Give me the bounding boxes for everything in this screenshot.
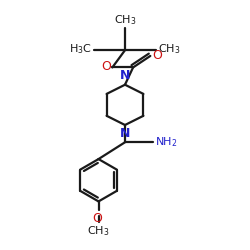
Text: N: N (120, 70, 130, 82)
Text: O: O (101, 60, 111, 74)
Text: H$_3$C: H$_3$C (69, 42, 92, 56)
Text: NH$_2$: NH$_2$ (156, 135, 178, 149)
Text: CH$_3$: CH$_3$ (158, 42, 180, 56)
Text: N: N (120, 127, 130, 140)
Text: CH$_3$: CH$_3$ (114, 13, 136, 27)
Text: O: O (92, 212, 102, 224)
Text: O: O (152, 49, 162, 62)
Text: CH$_3$: CH$_3$ (87, 224, 110, 238)
